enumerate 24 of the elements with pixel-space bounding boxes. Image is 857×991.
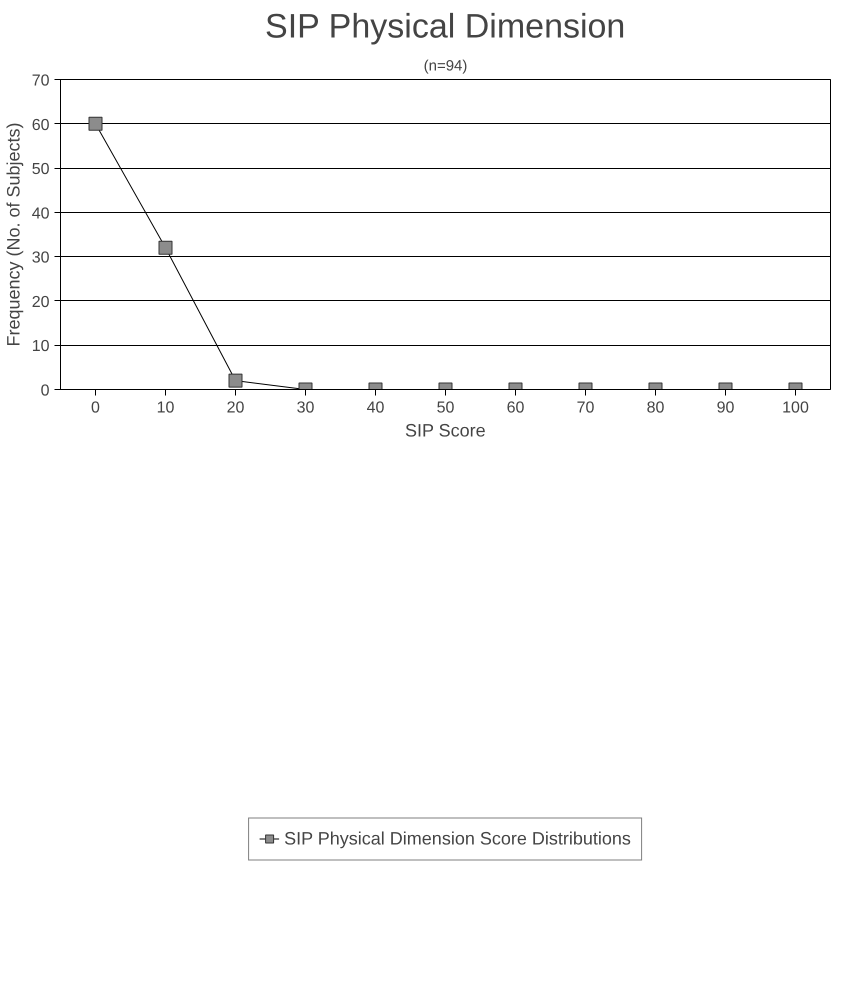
x-tick-label: 60 [506,400,524,416]
y-tick-label: 60 [32,116,50,134]
x-tick-label: 100 [782,400,809,416]
x-tick-label: 30 [296,400,314,416]
chart-subtitle: (n=94) [424,58,468,74]
y-tick-label: 0 [40,382,50,400]
x-tick-label: 20 [226,400,244,416]
legend-label: SIP Physical Dimension Score Distributions [284,828,631,850]
x-tick-label: 0 [91,400,100,416]
y-tick-label: 30 [32,250,50,267]
x-tick-label: 50 [436,400,454,416]
y-tick-label: 20 [32,294,50,311]
x-tick-label: 70 [576,400,594,416]
y-axis-title: Frequency (No. of Subjects) [4,122,24,347]
x-axis-title: SIP Score [404,420,486,440]
x-tick-label: 10 [156,400,174,416]
x-tick-label: 90 [716,400,734,416]
x-tick-label: 80 [646,400,664,416]
chart-title: SIP Physical Dimension [265,8,626,46]
y-tick-label: 70 [32,72,50,90]
y-tick-label: 50 [32,161,50,178]
x-tick-label: 40 [366,400,384,416]
y-tick-label: 40 [32,205,50,222]
y-tick-label: 10 [32,338,50,356]
